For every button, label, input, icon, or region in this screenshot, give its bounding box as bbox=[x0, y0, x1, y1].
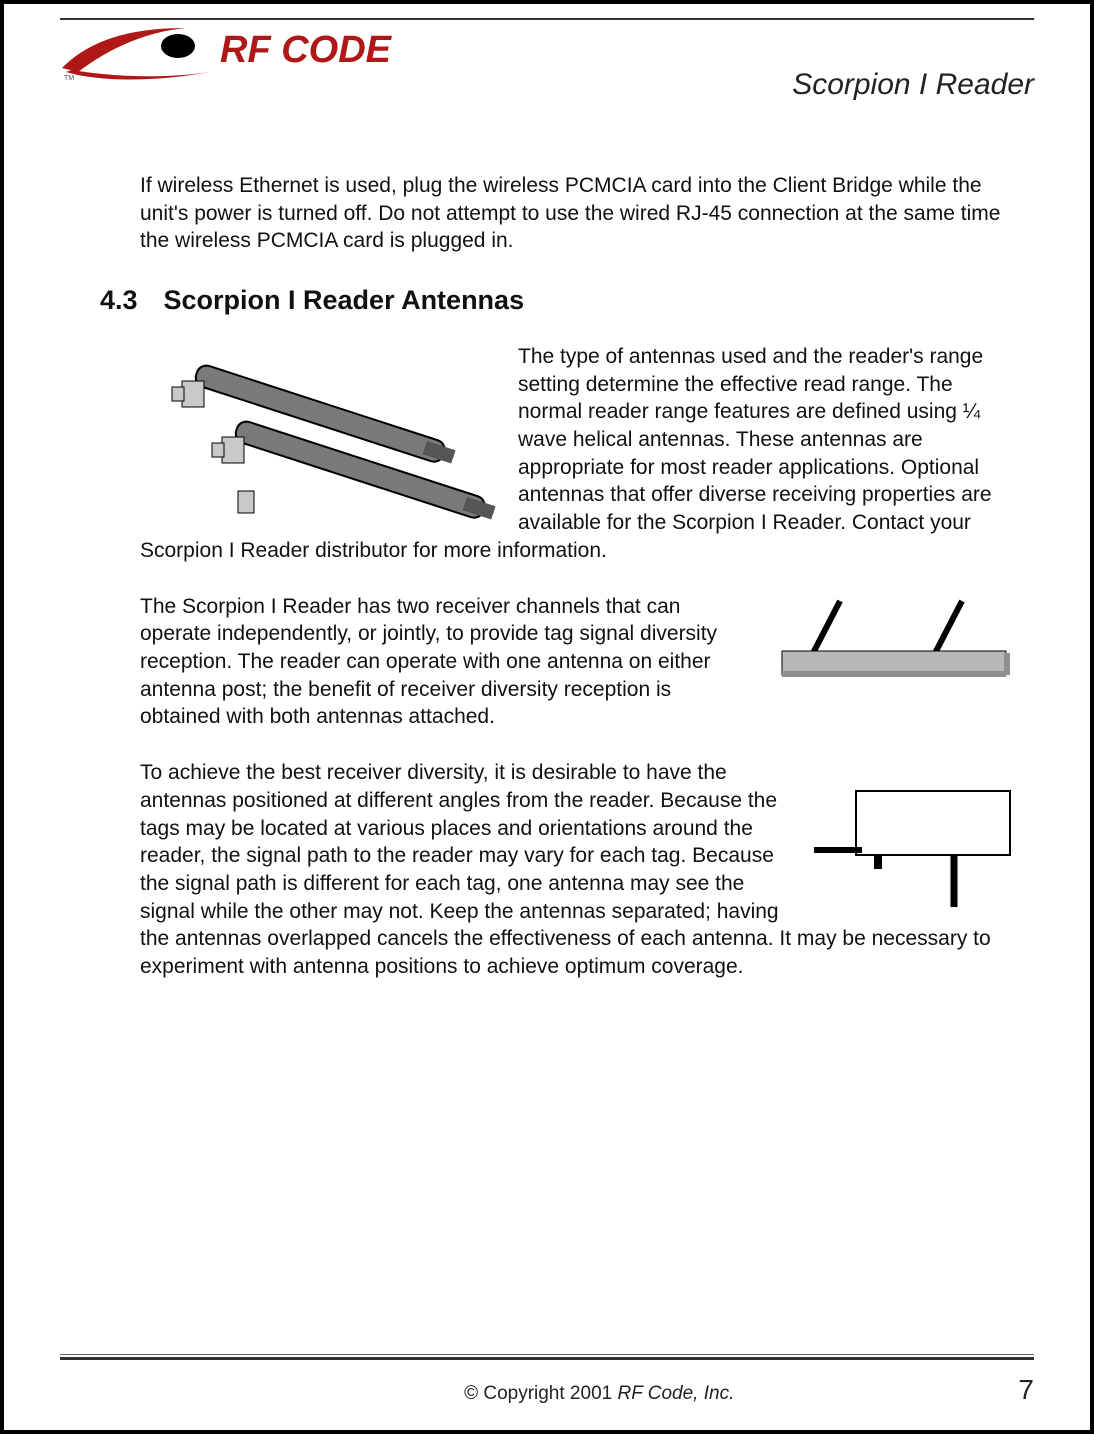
footer-row: © Copyright 2001 RF Code, Inc. 7 bbox=[60, 1374, 1034, 1406]
logo-text: RF CODE bbox=[220, 29, 393, 71]
para1-block: The type of antennas used and the reader… bbox=[140, 343, 1014, 593]
footer-rule-thin bbox=[60, 1354, 1034, 1355]
figure-reader-box-straight-antennas bbox=[804, 789, 1014, 909]
page-number: 7 bbox=[1018, 1374, 1034, 1406]
copyright-text: Copyright 2001 bbox=[478, 1383, 617, 1404]
rf-code-logo-svg: RF CODE TM bbox=[60, 22, 400, 82]
document-title: Scorpion I Reader bbox=[792, 68, 1034, 102]
svg-text:TM: TM bbox=[64, 75, 74, 82]
intro-paragraph: If wireless Ethernet is used, plug the w… bbox=[140, 172, 1014, 255]
para3-block: To achieve the best receiver diversity, … bbox=[140, 759, 1014, 1009]
header-rule bbox=[60, 18, 1034, 20]
copyright-company: RF Code, Inc. bbox=[617, 1383, 734, 1404]
section-heading: 4.3 Scorpion I Reader Antennas bbox=[100, 283, 1014, 319]
section-number: 4.3 bbox=[100, 283, 156, 319]
page-footer: © Copyright 2001 RF Code, Inc. 7 bbox=[60, 1354, 1034, 1406]
para2-block: The Scorpion I Reader has two receiver c… bbox=[140, 593, 1014, 760]
copyright-line: © Copyright 2001 RF Code, Inc. bbox=[464, 1383, 734, 1405]
copyright-symbol: © bbox=[464, 1383, 478, 1404]
page-inner: RF CODE TM Scorpion I Reader If wireless… bbox=[60, 18, 1034, 1370]
content-area: If wireless Ethernet is used, plug the w… bbox=[60, 172, 1034, 1009]
header-row: RF CODE TM Scorpion I Reader bbox=[60, 22, 1034, 102]
figure-helical-antennas bbox=[140, 343, 500, 523]
footer-rule-thick bbox=[60, 1357, 1034, 1360]
section-title: Scorpion I Reader Antennas bbox=[164, 285, 525, 315]
page-frame: RF CODE TM Scorpion I Reader If wireless… bbox=[0, 0, 1094, 1434]
rf-code-logo: RF CODE TM bbox=[60, 22, 400, 82]
figure-reader-bar-angled-antennas bbox=[764, 597, 1014, 687]
